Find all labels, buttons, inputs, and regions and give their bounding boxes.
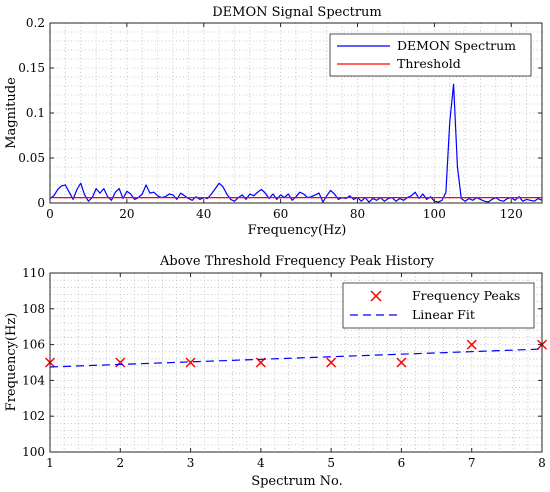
peak-history-x-tick-label: 3 <box>187 456 195 470</box>
spectrum-x-tick-label: 100 <box>423 207 446 221</box>
peak-history-chart-title: Above Threshold Frequency Peak History <box>159 254 435 269</box>
demon-spectrum-line <box>49 83 543 203</box>
spectrum-x-tick-label: 0 <box>46 207 54 221</box>
spectrum-legend-box <box>329 33 532 77</box>
legend-label-frequency-peaks: Frequency Peaks <box>412 288 520 303</box>
peak-history-axes-frame <box>49 272 543 453</box>
frequency-peaks-point <box>466 339 477 350</box>
peak-history-y-tick-label: 108 <box>22 302 45 316</box>
peak-history-x-tick-label: 8 <box>538 456 546 470</box>
spectrum-y-tick-label: 0.05 <box>18 151 45 165</box>
legend-label-linear-fit: Linear Fit <box>412 307 475 322</box>
peak-history-chart: Above Threshold Frequency Peak History 1… <box>4 254 548 489</box>
frequency-peaks-point <box>185 357 196 368</box>
spectrum-y-axis-label: Magnitude <box>4 77 19 149</box>
peak-history-x-axis-label: Spectrum No. <box>251 474 343 489</box>
peak-history-y-axis-label: Frequency(Hz) <box>4 313 19 412</box>
peak-history-ticks: 1 2 3 4 5 6 7 8 100 102 104 106 108 110 <box>22 266 546 470</box>
spectrum-y-tick-label: 0.2 <box>26 16 45 30</box>
spectrum-plot-area <box>49 83 543 203</box>
spectrum-y-tick-label: 0 <box>37 196 45 210</box>
linear-fit-line <box>49 348 543 368</box>
spectrum-x-tick-label: 20 <box>119 207 134 221</box>
spectrum-x-tick-label: 40 <box>196 207 211 221</box>
spectrum-chart: DEMON Signal Spectrum 0 20 40 60 80 100 120 0 0.… <box>4 5 543 238</box>
spectrum-ticks: 0 20 40 60 80 100 120 0 0.05 0.1 0.15 0.2 <box>18 16 542 221</box>
spectrum-y-tick-label: 0.15 <box>18 61 45 75</box>
peak-history-x-tick-label: 6 <box>398 456 406 470</box>
spectrum-x-axis-label: Frequency(Hz) <box>248 223 347 238</box>
peak-history-legend: Frequency Peaks Linear Fit <box>342 282 535 329</box>
peak-history-x-tick-label: 2 <box>116 456 124 470</box>
peak-history-x-tick-label: 1 <box>46 456 54 470</box>
frequency-peaks-point <box>396 357 407 368</box>
peak-history-plot-area <box>44 339 548 368</box>
spectrum-x-tick-label: 120 <box>500 207 523 221</box>
spectrum-x-tick-label: 60 <box>273 207 288 221</box>
peak-history-y-tick-label: 106 <box>22 338 45 352</box>
peak-history-x-tick-label: 5 <box>327 456 335 470</box>
frequency-peaks-point <box>326 357 337 368</box>
peak-history-y-tick-label: 104 <box>22 373 45 387</box>
legend-swatch-frequency-peaks <box>370 290 382 302</box>
peak-history-y-tick-label: 102 <box>22 409 45 423</box>
spectrum-x-tick-label: 80 <box>350 207 365 221</box>
frequency-peaks-point <box>115 357 126 368</box>
peak-history-x-tick-label: 4 <box>257 456 265 470</box>
spectrum-chart-title: DEMON Signal Spectrum <box>212 5 382 20</box>
legend-label-threshold: Threshold <box>397 56 461 71</box>
peak-history-y-tick-label: 110 <box>22 266 45 280</box>
peak-history-y-tick-label: 100 <box>22 445 45 459</box>
legend-label-demon-spectrum: DEMON Spectrum <box>397 38 516 53</box>
spectrum-y-tick-label: 0.1 <box>26 106 45 120</box>
spectrum-legend: DEMON Spectrum Threshold <box>329 33 532 77</box>
peak-history-x-tick-label: 7 <box>468 456 476 470</box>
peak-history-legend-box <box>342 282 535 329</box>
